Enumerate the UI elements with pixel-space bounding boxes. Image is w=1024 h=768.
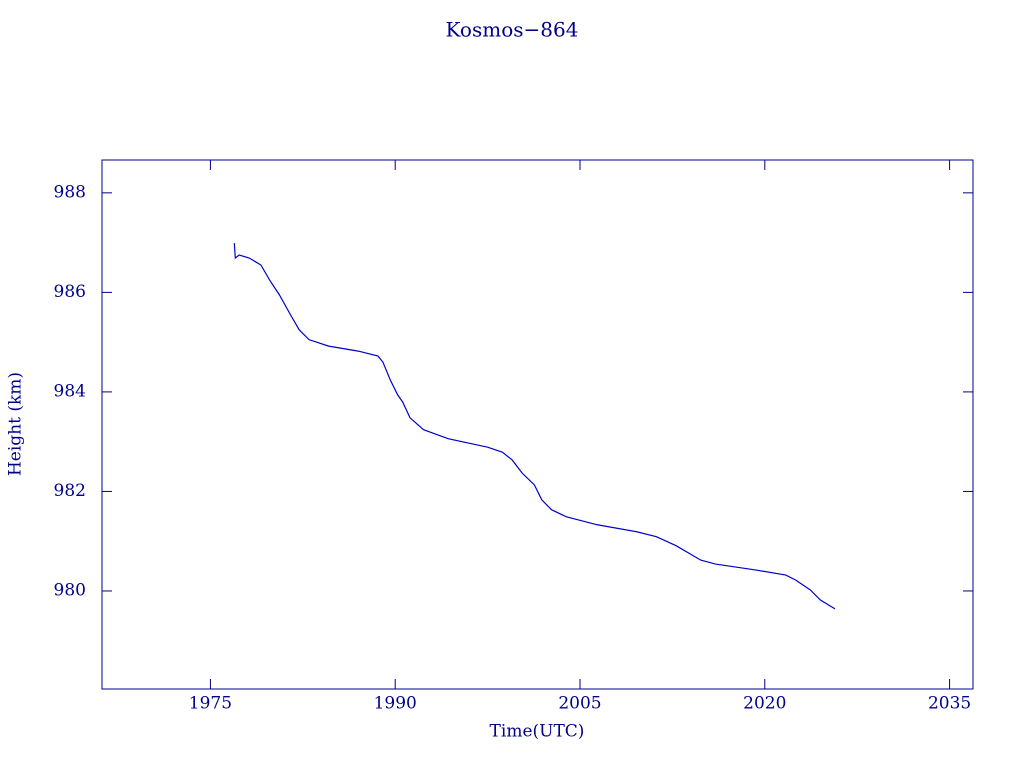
x-tick-label: 2020 <box>743 694 786 714</box>
plot-frame <box>101 159 974 690</box>
y-tick-label: 988 <box>54 182 86 202</box>
x-tick-label: 1990 <box>374 694 417 714</box>
y-tick-label: 984 <box>54 381 86 401</box>
x-tick-label: 2035 <box>928 694 971 714</box>
y-tick-label: 982 <box>54 481 86 501</box>
x-axis-label: Time(UTC) <box>490 722 585 742</box>
data-line <box>233 243 836 610</box>
x-tick-label: 1975 <box>189 694 232 714</box>
chart-title: Kosmos−864 <box>446 18 579 42</box>
y-tick-label: 986 <box>54 282 86 302</box>
y-tick-label: 980 <box>54 580 86 600</box>
y-axis-label: Height (km) <box>6 372 26 476</box>
x-tick-label: 2005 <box>558 694 601 714</box>
